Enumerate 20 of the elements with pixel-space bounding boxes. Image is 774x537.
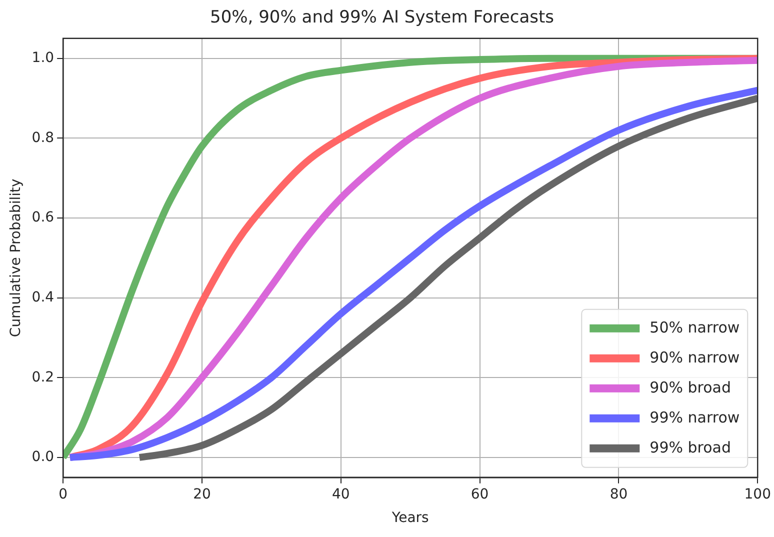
legend-label: 90% broad: [650, 378, 732, 396]
legend-label: 99% narrow: [650, 408, 740, 426]
chart-title: 50%, 90% and 99% AI System Forecasts: [210, 8, 554, 28]
x-tick-label: 60: [470, 486, 489, 502]
y-tick-label: 0.0: [32, 449, 54, 466]
x-tick-label: 80: [610, 486, 628, 502]
legend-label: 90% narrow: [650, 348, 740, 366]
legend-label: 50% narrow: [650, 318, 740, 336]
y-tick-label: 0.6: [32, 210, 54, 226]
x-axis-title: Years: [390, 510, 429, 526]
y-axis-title: Cumulative Probability: [8, 178, 24, 338]
y-tick-label: 0.4: [32, 289, 54, 306]
y-tick-label: 0.2: [32, 369, 54, 386]
legend-label: 99% broad: [650, 438, 732, 456]
x-tick-label: 0: [58, 486, 68, 502]
x-tick-label: 100: [744, 486, 772, 502]
y-tick-label: 0.8: [32, 130, 54, 146]
x-tick-label: 20: [193, 486, 211, 502]
y-tick-label: 1.0: [32, 50, 54, 66]
x-tick-label: 40: [332, 486, 350, 502]
